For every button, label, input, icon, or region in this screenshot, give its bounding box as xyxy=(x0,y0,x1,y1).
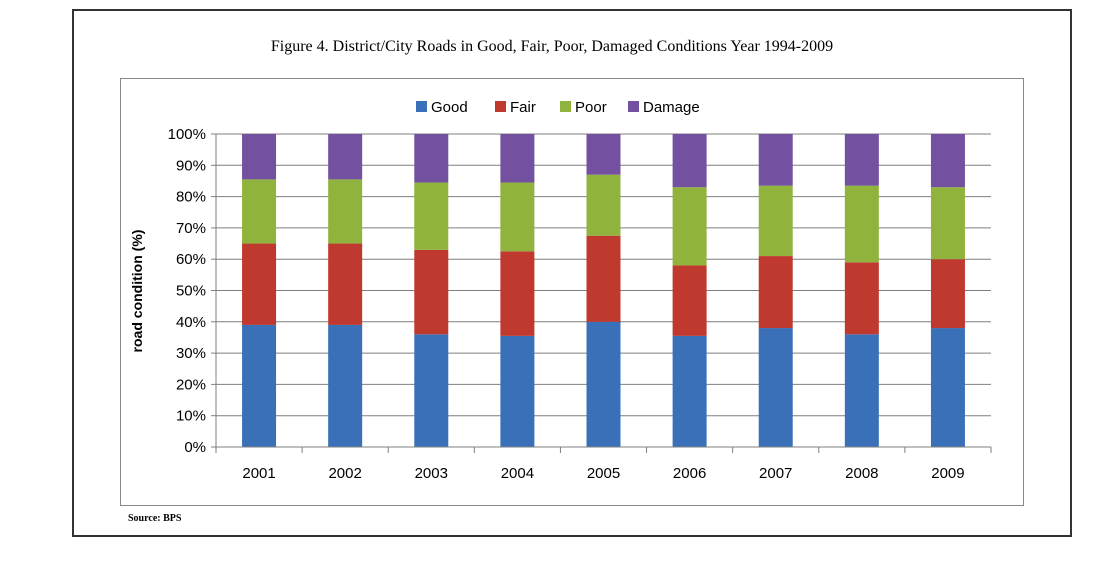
y-tick-label: 60% xyxy=(176,251,206,268)
x-tick-label: 2006 xyxy=(673,465,706,482)
x-tick-label: 2008 xyxy=(845,465,878,482)
y-tick-label: 30% xyxy=(176,345,206,362)
bar-segment-poor-2005 xyxy=(586,174,621,236)
y-tick-label: 40% xyxy=(176,314,206,331)
x-tick-label: 2004 xyxy=(501,465,534,482)
bar-segment-poor-2004 xyxy=(500,182,535,252)
x-tick-label: 2007 xyxy=(759,465,792,482)
figure-title: Figure 4. District/City Roads in Good, F… xyxy=(270,38,834,55)
bar-segment-damage-2002 xyxy=(328,134,363,180)
bar-segment-damage-2008 xyxy=(844,134,879,186)
y-tick-label: 0% xyxy=(184,439,206,456)
bar-segment-fair-2003 xyxy=(414,249,449,335)
source-note: Source: BPS xyxy=(128,513,182,524)
bar-segment-good-2002 xyxy=(328,324,363,447)
bar-segment-good-2006 xyxy=(672,335,707,447)
bar-segment-poor-2008 xyxy=(844,185,879,263)
bar-segment-good-2008 xyxy=(844,334,879,447)
x-tick-label: 2005 xyxy=(587,465,620,482)
bar-segment-good-2004 xyxy=(500,335,535,447)
bar-segment-fair-2004 xyxy=(500,251,535,336)
bar-segment-poor-2002 xyxy=(328,179,363,244)
legend-swatch-good xyxy=(416,101,427,112)
bar-segment-poor-2009 xyxy=(930,187,965,260)
x-tick-label: 2003 xyxy=(415,465,448,482)
y-tick-label: 90% xyxy=(176,157,206,174)
legend-swatch-damage xyxy=(628,101,639,112)
bar-segment-good-2003 xyxy=(414,334,449,447)
bar-segment-poor-2007 xyxy=(758,185,793,257)
legend-swatch-poor xyxy=(560,101,571,112)
y-tick-label: 10% xyxy=(176,408,206,425)
legend-label: Poor xyxy=(575,99,607,116)
bar-segment-good-2009 xyxy=(930,328,965,447)
bar-segment-good-2007 xyxy=(758,328,793,447)
bar-segment-good-2001 xyxy=(242,324,277,447)
bar-segment-damage-2007 xyxy=(758,134,793,186)
x-tick-label: 2009 xyxy=(931,465,964,482)
y-tick-label: 50% xyxy=(176,283,206,300)
bar-segment-damage-2006 xyxy=(672,134,707,188)
bar-segment-damage-2009 xyxy=(930,134,965,188)
legend-label: Good xyxy=(431,99,468,116)
bar-segment-fair-2002 xyxy=(328,243,363,325)
bar-segment-fair-2006 xyxy=(672,265,707,336)
bar-segment-poor-2001 xyxy=(242,179,277,244)
bar-segment-fair-2005 xyxy=(586,235,621,322)
legend-label: Fair xyxy=(510,99,536,116)
bar-segment-poor-2006 xyxy=(672,187,707,266)
bar-segment-fair-2007 xyxy=(758,256,793,329)
y-tick-label: 70% xyxy=(176,220,206,237)
y-tick-label: 100% xyxy=(168,126,206,143)
legend-swatch-fair xyxy=(495,101,506,112)
bar-segment-damage-2001 xyxy=(242,134,277,180)
bar-segment-damage-2005 xyxy=(586,134,621,175)
bar-segment-good-2005 xyxy=(586,321,621,447)
y-tick-label: 80% xyxy=(176,189,206,206)
bar-segment-fair-2009 xyxy=(930,259,965,329)
x-tick-label: 2002 xyxy=(328,465,361,482)
bar-segment-damage-2003 xyxy=(414,134,449,183)
y-tick-label: 20% xyxy=(176,376,206,393)
bar-segment-poor-2003 xyxy=(414,182,449,250)
legend-label: Damage xyxy=(643,99,700,116)
bar-segment-fair-2001 xyxy=(242,243,277,325)
x-tick-label: 2001 xyxy=(242,465,275,482)
bar-segment-damage-2004 xyxy=(500,134,535,183)
bar-segment-fair-2008 xyxy=(844,262,879,335)
y-axis-label: road condition (%) xyxy=(129,230,145,353)
